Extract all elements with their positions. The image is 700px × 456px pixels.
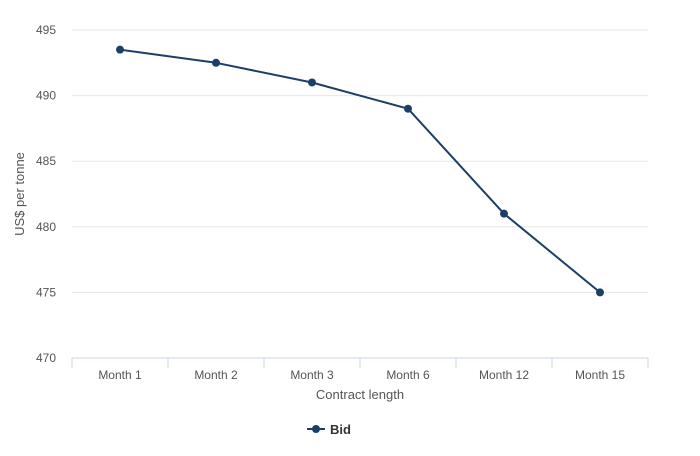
x-tick-label: Month 12: [479, 368, 529, 382]
y-axis-title: US$ per tonne: [12, 152, 27, 236]
x-tick-label: Month 2: [194, 368, 238, 382]
series-bid: [116, 45, 604, 297]
data-point[interactable]: [500, 209, 508, 218]
y-tick-label: 485: [36, 154, 56, 168]
legend-marker-icon: [312, 425, 320, 433]
y-tick-label: 495: [36, 23, 56, 37]
x-tick-label: Month 15: [575, 368, 625, 382]
x-tick-label: Month 1: [98, 368, 142, 382]
data-point[interactable]: [308, 78, 316, 87]
series-line: [119, 48, 601, 294]
data-point[interactable]: [596, 288, 604, 297]
data-point[interactable]: [116, 45, 124, 54]
y-tick-label: 475: [36, 285, 56, 299]
x-axis-title: Contract length: [316, 387, 404, 402]
grid-lines: [72, 29, 648, 293]
x-axis-ticks: Month 1 Month 2 Month 3 Month 6 Month 12 Mont…: [98, 368, 625, 382]
x-tick-label: Month 6: [386, 368, 430, 382]
x-axis: [71, 357, 649, 368]
y-axis-ticks: 470 475 480 485 490 495: [36, 23, 56, 365]
legend[interactable]: Bid: [307, 422, 351, 437]
data-point[interactable]: [212, 58, 220, 67]
x-tick-label: Month 3: [290, 368, 334, 382]
legend-label-bid: Bid: [330, 422, 351, 437]
data-point[interactable]: [404, 104, 412, 113]
y-tick-label: 480: [36, 220, 56, 234]
y-tick-label: 490: [36, 89, 56, 103]
y-tick-label: 470: [36, 351, 56, 365]
